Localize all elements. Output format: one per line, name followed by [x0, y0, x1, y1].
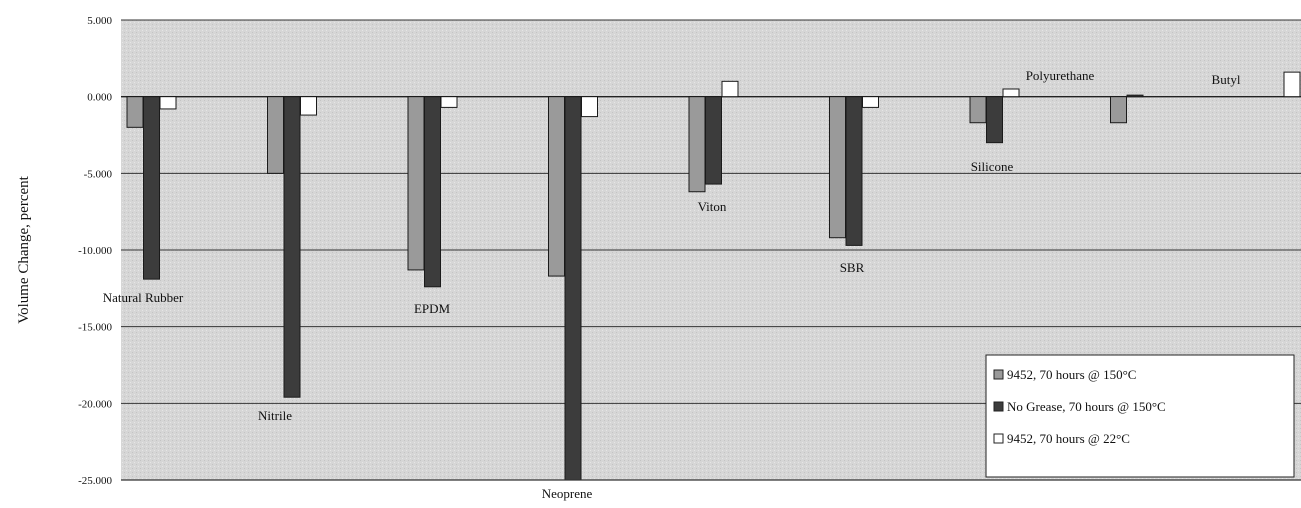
bar [1002, 88, 1020, 98]
bar [267, 96, 284, 174]
bar [407, 96, 425, 271]
bars [126, 71, 1301, 481]
y-tick-label: 5.000 [87, 15, 112, 27]
bar [143, 96, 160, 280]
bar [845, 96, 863, 246]
bar [705, 96, 722, 185]
bar [581, 96, 598, 118]
legend-swatch [993, 433, 1004, 444]
category-label: Silicone [971, 159, 1014, 174]
y-tick-label: -5.000 [84, 168, 113, 180]
y-tick-label: -10.000 [78, 245, 112, 257]
bar [829, 96, 846, 239]
category-label: Neoprene [542, 486, 593, 501]
bar [1110, 96, 1127, 124]
bar [300, 96, 317, 116]
bar [159, 96, 177, 110]
y-axis-label: Volume Change, percent [16, 175, 32, 323]
legend: 9452, 70 hours @ 150°C No Grease, 70 hour… [985, 354, 1295, 478]
legend-label: 9452, 70 hours @ 22°C [1007, 431, 1130, 446]
category-labels: Natural Rubber Nitrile EPDM Neoprene Viton SB… [103, 68, 1241, 501]
bar [1283, 71, 1301, 98]
bar [126, 96, 144, 128]
category-label: SBR [840, 260, 865, 275]
bar [440, 96, 458, 108]
bar [862, 96, 879, 108]
y-tick-label: -20.000 [78, 398, 112, 410]
category-label: Viton [698, 199, 727, 214]
category-label: Butyl [1212, 72, 1241, 87]
legend-label: No Grease, 70 hours @ 150°C [1007, 399, 1166, 414]
legend-box [985, 354, 1295, 478]
y-tick-label: -15.000 [78, 322, 112, 334]
legend-swatch [993, 369, 1004, 380]
legend-swatch [993, 401, 1004, 412]
bar [1126, 94, 1144, 98]
bar [688, 96, 706, 193]
y-tick-label: -25.000 [78, 475, 112, 487]
y-tick-labels: 5.000 0.000 -5.000 -10.000 -15.000 -20.000 -25… [78, 15, 112, 487]
bar [986, 96, 1003, 144]
bar [424, 96, 441, 288]
bar [721, 80, 739, 98]
bar [548, 96, 565, 277]
category-label: Polyurethane [1026, 68, 1095, 83]
bar [969, 96, 987, 124]
y-tick-label: 0.000 [87, 92, 112, 104]
category-label: Nitrile [258, 408, 292, 423]
category-label: Natural Rubber [103, 290, 184, 305]
bar [283, 96, 301, 398]
bar [564, 96, 582, 481]
legend-label: 9452, 70 hours @ 150°C [1007, 367, 1136, 382]
category-label: EPDM [414, 301, 451, 316]
